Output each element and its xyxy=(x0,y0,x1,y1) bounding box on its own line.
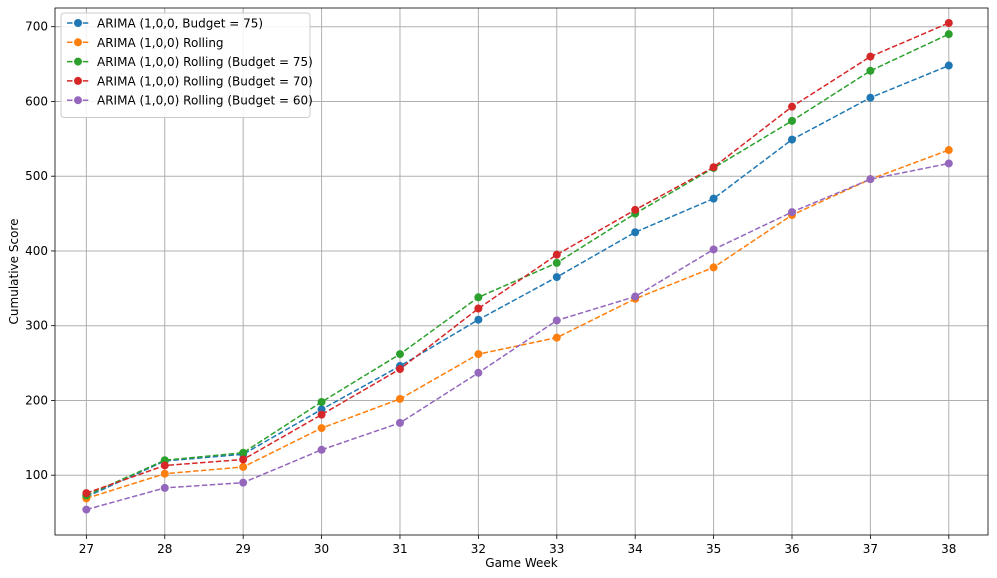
legend-item: ARIMA (1,0,0) Rolling xyxy=(67,36,224,50)
series-line xyxy=(86,64,950,498)
legend-label: ARIMA (1,0,0) Rolling (Budget = 70) xyxy=(97,74,313,88)
plot-area xyxy=(54,7,989,536)
legend-marker xyxy=(74,38,82,47)
data-point xyxy=(317,410,326,419)
x-axis-label: Game Week xyxy=(485,556,557,570)
legend-box xyxy=(60,12,311,118)
data-point xyxy=(552,273,561,282)
data-point xyxy=(631,228,640,237)
data-point xyxy=(317,424,326,433)
legend-marker xyxy=(74,96,82,105)
y-axis-label: Cumulative Score xyxy=(7,219,21,325)
data-point xyxy=(395,418,404,427)
legend-label: ARIMA (1,0,0) Rolling xyxy=(97,36,224,50)
series-1 xyxy=(82,61,953,501)
y-tick-label: 400 xyxy=(25,244,48,258)
data-point xyxy=(631,292,640,301)
data-point xyxy=(239,462,248,471)
x-tick-label: 33 xyxy=(549,542,564,556)
y-axis: 100 200 300 400 500 600 700 xyxy=(25,20,55,482)
legend-item: ARIMA (1,0,0) Rolling (Budget = 60) xyxy=(67,94,313,108)
data-point xyxy=(866,52,875,61)
data-point xyxy=(160,483,169,492)
x-tick-label: 27 xyxy=(79,542,94,556)
data-point xyxy=(709,163,718,172)
data-point xyxy=(474,368,483,377)
data-point xyxy=(944,146,953,155)
data-point xyxy=(787,102,796,111)
y-tick-label: 700 xyxy=(25,20,48,34)
data-point xyxy=(866,93,875,102)
data-point xyxy=(944,30,953,39)
data-point xyxy=(317,397,326,406)
data-point xyxy=(944,159,953,168)
series-lines xyxy=(82,18,953,514)
x-tick-label: 28 xyxy=(157,542,172,556)
data-point xyxy=(787,135,796,144)
legend-item: ARIMA (1,0,0) Rolling (Budget = 70) xyxy=(67,74,313,88)
series-line xyxy=(86,149,950,500)
y-tick-label: 300 xyxy=(25,319,48,333)
legend-label: ARIMA (1,0,0) Rolling (Budget = 60) xyxy=(97,94,313,108)
x-tick-label: 36 xyxy=(784,542,799,556)
legend-item: ARIMA (1,0,0, Budget = 75) xyxy=(67,17,263,31)
legend-label: ARIMA (1,0,0) Rolling (Budget = 75) xyxy=(97,55,313,69)
data-point xyxy=(160,469,169,478)
legend-marker xyxy=(74,76,82,85)
data-point xyxy=(474,304,483,313)
y-tick-label: 100 xyxy=(25,468,48,482)
x-tick-label: 37 xyxy=(863,542,878,556)
x-tick-label: 30 xyxy=(314,542,329,556)
legend: ARIMA (1,0,0, Budget = 75) ARIMA (1,0,0) … xyxy=(60,12,313,118)
data-point xyxy=(944,61,953,70)
x-axis: 27 28 29 30 31 32 33 34 35 36 37 38 xyxy=(79,535,956,556)
data-point xyxy=(82,505,91,514)
data-point xyxy=(552,333,561,342)
x-tick-label: 31 xyxy=(392,542,407,556)
data-point xyxy=(317,445,326,454)
data-point xyxy=(709,263,718,272)
data-point xyxy=(552,316,561,325)
data-point xyxy=(552,258,561,267)
data-point xyxy=(395,365,404,374)
data-point xyxy=(395,350,404,359)
data-point xyxy=(787,116,796,125)
x-tick-label: 34 xyxy=(628,542,643,556)
y-tick-label: 500 xyxy=(25,169,48,183)
data-point xyxy=(866,66,875,75)
data-point xyxy=(709,245,718,254)
data-point xyxy=(787,208,796,217)
series-line xyxy=(86,33,950,497)
data-point xyxy=(474,350,483,359)
series-4 xyxy=(82,18,953,498)
x-tick-label: 32 xyxy=(471,542,486,556)
x-tick-label: 35 xyxy=(706,542,721,556)
data-point xyxy=(239,478,248,487)
data-point xyxy=(395,394,404,403)
legend-marker xyxy=(74,19,82,27)
y-tick-label: 200 xyxy=(25,393,48,407)
data-point xyxy=(631,205,640,214)
data-point xyxy=(474,315,483,324)
legend-label: ARIMA (1,0,0, Budget = 75) xyxy=(97,17,263,31)
data-point xyxy=(239,455,248,464)
legend-item: ARIMA (1,0,0) Rolling (Budget = 75) xyxy=(67,55,313,69)
data-point xyxy=(552,250,561,259)
y-tick-label: 600 xyxy=(25,94,48,108)
data-point xyxy=(82,489,91,498)
data-point xyxy=(866,175,875,184)
legend-marker xyxy=(74,57,82,66)
data-point xyxy=(239,448,248,457)
x-tick-label: 29 xyxy=(236,542,251,556)
data-point xyxy=(160,461,169,470)
series-line xyxy=(86,162,949,511)
data-point xyxy=(474,293,483,302)
data-point xyxy=(944,18,953,27)
series-line xyxy=(86,22,950,494)
x-tick-label: 38 xyxy=(941,542,956,556)
data-point xyxy=(709,194,718,203)
series-5 xyxy=(82,159,953,514)
